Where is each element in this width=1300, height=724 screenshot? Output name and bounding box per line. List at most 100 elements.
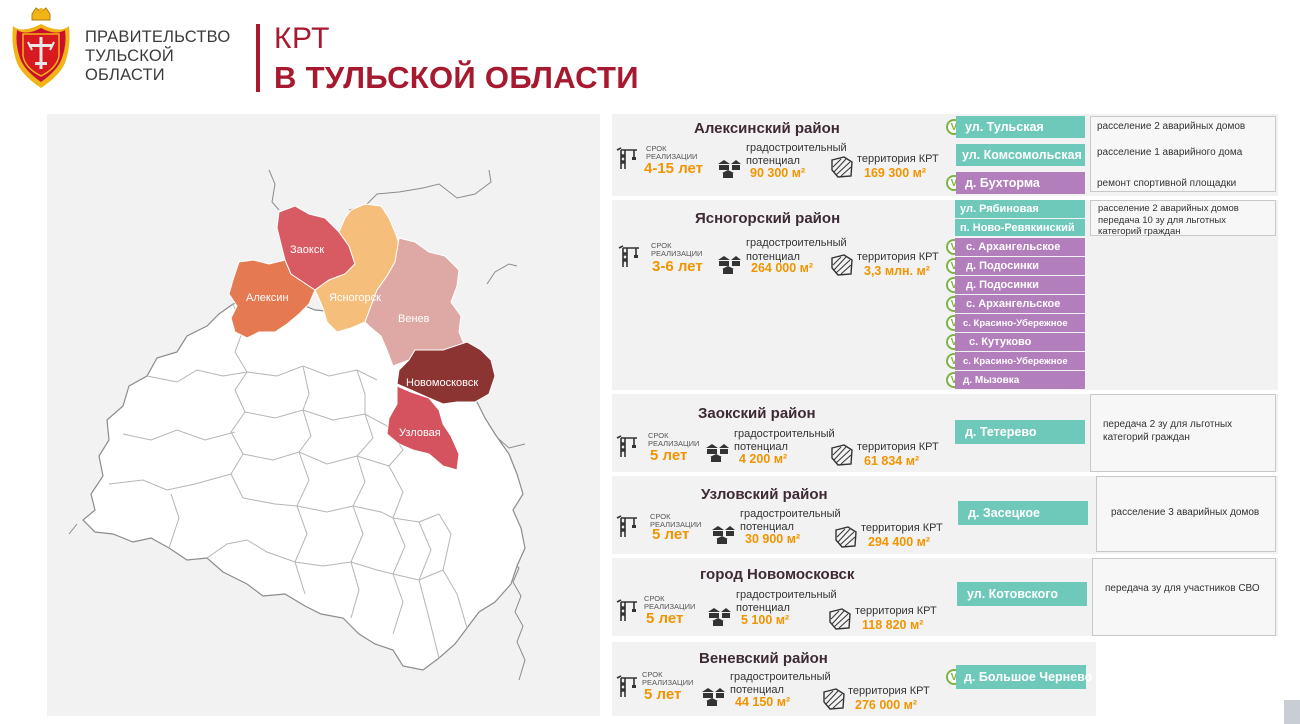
district-border-line [122, 429, 236, 441]
note-line: категорий граждан [1103, 431, 1190, 443]
potential-label-2: потенциал [746, 251, 800, 263]
location-item[interactable]: д. Бухторма [956, 172, 1085, 194]
district-border-line [438, 513, 468, 629]
crane-icon [616, 675, 637, 697]
district-border-line [244, 409, 388, 427]
potential-value: 44 150 м² [735, 695, 791, 709]
potential-label-2: потенциал [736, 602, 790, 614]
neighbour-border-line [348, 169, 492, 211]
potential-label-1: градостроительный [730, 671, 831, 683]
location-item[interactable]: д. Большое Чернево [956, 665, 1092, 689]
srok-label-2: РЕАЛИЗАЦИИ [650, 520, 702, 529]
location-item[interactable]: ул. Котовского [957, 582, 1087, 606]
government-name: ПРАВИТЕЛЬСТВО ТУЛЬСКОЙ ОБЛАСТИ [85, 28, 230, 85]
srok-label-2: РЕАЛИЗАЦИИ [646, 152, 698, 161]
label-novomoskovsk: Новомосковск [406, 377, 478, 389]
buildings-icon [708, 608, 731, 626]
block-title: Узловский район [701, 486, 828, 503]
potential-label-1: градостроительный [736, 589, 837, 601]
location-item[interactable]: д. Тетерево [955, 420, 1085, 444]
location-item[interactable]: с. Кутуково [955, 333, 1085, 351]
potential-label-1: градостроительный [746, 142, 847, 154]
srok-value: 5 лет [646, 610, 684, 627]
block-aleksin: Алексинский район СРОК РЕАЛИЗАЦИИ 4-15 л… [612, 114, 1278, 196]
location-item[interactable]: д. Мызовка [955, 371, 1085, 389]
label-zaoksk: Заокск [290, 244, 324, 256]
note-line: расселение 3 аварийных домов [1111, 507, 1260, 518]
note-line: расселение 2 аварийных домов [1098, 203, 1239, 214]
potential-value: 90 300 м² [750, 166, 806, 180]
potential-value: 30 900 м² [745, 532, 801, 546]
potential-label-2: потенциал [734, 441, 788, 453]
district-uzlovaya[interactable] [386, 385, 460, 471]
location-item[interactable]: с. Красино-Убережное [955, 352, 1085, 370]
srok-label-2: РЕАЛИЗАЦИИ [644, 602, 696, 611]
block-title: город Новомосковск [700, 566, 855, 583]
territory-value: 169 300 м² [864, 166, 927, 180]
page-title-line-2: В ТУЛЬСКОЙ ОБЛАСТИ [274, 60, 639, 95]
district-border-line [146, 369, 248, 383]
location-item[interactable]: п. Ново-Ревякинский [955, 219, 1085, 236]
territory-hatch-icon [835, 526, 857, 548]
notes-box: расселение 3 аварийных домов [1096, 476, 1276, 552]
district-border-line [242, 451, 390, 467]
district-border-line [418, 521, 440, 659]
label-venev: Венев [398, 313, 430, 325]
header-divider [256, 24, 260, 92]
territory-hatch-icon [831, 254, 853, 276]
potential-label-2: потенциал [730, 684, 784, 696]
territory-hatch-icon [831, 444, 853, 466]
territory-hatch-icon [829, 608, 851, 630]
location-item[interactable]: ул. Комсомольская [956, 144, 1085, 166]
territory-value: 294 400 м² [868, 535, 931, 549]
location-item[interactable]: ул. Рябиновая [955, 200, 1085, 218]
location-item[interactable]: с. Красино-Убережное [955, 314, 1085, 332]
territory-hatch-icon [831, 156, 853, 178]
block-title: Веневский район [699, 650, 828, 667]
district-yasnogorsk[interactable] [314, 203, 400, 333]
buildings-icon [706, 444, 729, 462]
potential-label-1: градостроительный [734, 428, 835, 440]
note-line: передача зу для участников СВО [1105, 583, 1260, 594]
territory-value: 3,3 млн. м² [864, 264, 930, 278]
district-novomoskovsk[interactable] [396, 341, 496, 405]
district-border-line [168, 493, 180, 549]
territory-label: территория КРТ [857, 441, 939, 453]
territory-hatch-icon [823, 688, 845, 710]
block-title: Заокский район [698, 405, 816, 422]
srok-value: 3-6 лет [652, 258, 703, 275]
district-border-line [294, 365, 312, 595]
territory-label: территория КРТ [861, 522, 943, 534]
location-item[interactable]: д. Подосинки [955, 257, 1085, 275]
block-zaoksk: Заокский район СРОК РЕАЛИЗАЦИИ 5 лет гра… [612, 394, 1278, 472]
potential-value: 4 200 м² [739, 452, 788, 466]
label-aleksin: Алексин [246, 292, 289, 304]
srok-value: 4-15 лет [644, 160, 704, 177]
crane-icon [616, 515, 637, 537]
notes-box: расселение 2 аварийных домов расселение … [1090, 116, 1276, 192]
block-title: Ясногорский район [695, 210, 841, 227]
gov-line-1: ПРАВИТЕЛЬСТВО [85, 28, 231, 46]
block-yasnogorsk: Ясногорский район СРОК РЕАЛИЗАЦИИ 3-6 ле… [612, 200, 1278, 390]
territory-label: территория КРТ [848, 685, 930, 697]
territory-label: территория КРТ [857, 251, 939, 263]
district-border-line [108, 473, 232, 491]
location-item[interactable]: д. Засецкое [958, 501, 1088, 525]
territory-value: 118 820 м² [862, 618, 924, 632]
notes-box: расселение 2 аварийных домов передача 10… [1090, 200, 1276, 237]
note-line: категорий граждан [1098, 226, 1181, 237]
srok-value: 5 лет [650, 447, 688, 464]
neighbour-border-line [486, 263, 518, 285]
page-title-line-1: КРТ [274, 22, 330, 55]
gov-line-2: ТУЛЬСКОЙ [85, 47, 174, 65]
district-border-line [230, 303, 248, 499]
potential-value: 264 000 м² [751, 261, 814, 275]
location-item[interactable]: д. Подосинки [955, 276, 1085, 294]
location-item[interactable]: ул. Тульская [956, 116, 1085, 138]
territory-value: 61 834 м² [864, 454, 920, 468]
location-item[interactable]: с. Архангельское [955, 238, 1085, 256]
location-item[interactable]: с. Архангельское [955, 295, 1085, 313]
buildings-icon [702, 688, 725, 706]
label-yasnogorsk: Ясногорск [329, 292, 381, 304]
srok-value: 5 лет [652, 526, 690, 543]
